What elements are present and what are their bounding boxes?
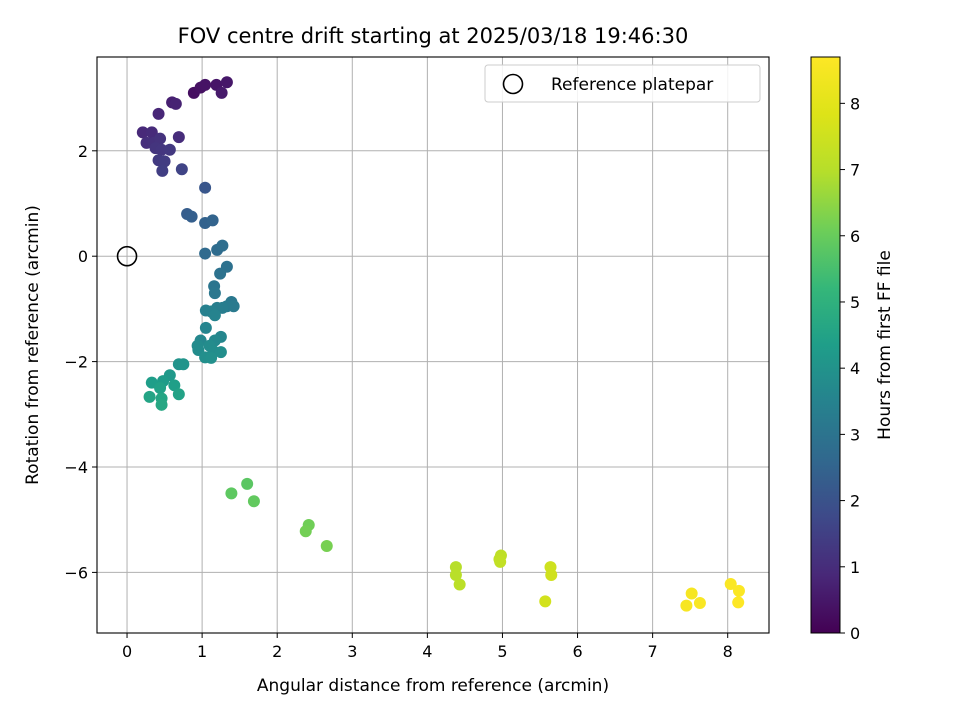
data-point <box>199 181 212 194</box>
data-point <box>299 525 312 538</box>
x-axis-title: Angular distance from reference (arcmin) <box>257 676 609 696</box>
data-point <box>545 569 558 582</box>
legend: Reference platepar <box>484 64 761 103</box>
data-point <box>208 309 221 322</box>
x-tick-label: 7 <box>648 642 658 661</box>
colorbar-ticks: 0 1 2 3 4 5 6 7 8 <box>840 94 860 643</box>
data-point <box>320 540 333 553</box>
x-tick-label: 2 <box>272 642 282 661</box>
colorbar-tick-label: 6 <box>850 227 860 246</box>
axis-ticks: 0 1 2 3 4 5 6 7 8 −6 −4 −2 0 2 <box>64 142 732 661</box>
data-point <box>163 143 176 156</box>
data-point <box>155 143 168 156</box>
data-point <box>214 346 227 359</box>
legend-entry-reference: Reference platepar <box>551 75 713 95</box>
data-point <box>154 132 167 145</box>
legend-box <box>484 64 761 103</box>
y-axis-title: Rotation from reference (arcmin) <box>23 205 43 485</box>
data-point <box>494 555 507 568</box>
reference-platepar-marker <box>116 245 138 267</box>
data-point <box>156 164 169 177</box>
data-point <box>177 358 190 371</box>
data-point <box>154 381 167 394</box>
data-point <box>247 495 260 508</box>
data-point <box>206 214 219 227</box>
data-point <box>216 239 229 252</box>
data-point <box>732 596 745 609</box>
data-point <box>732 584 745 597</box>
x-tick-label: 4 <box>422 642 432 661</box>
data-point <box>158 155 171 168</box>
data-point <box>215 86 228 99</box>
x-tick-label: 0 <box>122 642 132 661</box>
data-point <box>143 390 156 403</box>
data-point <box>199 247 212 260</box>
data-point <box>453 578 466 591</box>
plot-frame <box>96 56 770 634</box>
data-point <box>724 577 737 590</box>
colorbar-tick-label: 5 <box>850 293 860 312</box>
y-tick-label: 2 <box>78 142 88 161</box>
colorbar-tick-label: 0 <box>850 624 860 643</box>
data-point <box>685 587 698 600</box>
data-point <box>168 379 181 392</box>
data-point <box>205 351 218 364</box>
data-point <box>155 398 168 411</box>
data-point <box>185 210 198 223</box>
colorbar-tick-label: 3 <box>850 425 860 444</box>
data-point <box>172 388 185 401</box>
data-points <box>136 76 745 612</box>
data-point <box>175 163 188 176</box>
colorbar-tick-label: 7 <box>850 161 860 180</box>
x-tick-label: 6 <box>572 642 582 661</box>
data-point <box>199 78 212 91</box>
y-tick-label: 0 <box>78 247 88 266</box>
data-point <box>169 97 182 110</box>
data-point <box>172 131 185 144</box>
x-tick-label: 3 <box>347 642 357 661</box>
data-point <box>225 487 238 500</box>
x-tick-label: 1 <box>197 642 207 661</box>
data-point <box>449 569 462 582</box>
y-tick-label: −2 <box>64 353 88 372</box>
data-point <box>680 599 693 612</box>
data-point <box>152 107 165 120</box>
colorbar-label: Hours from first FF file <box>875 250 895 440</box>
y-tick-label: −6 <box>64 563 88 582</box>
data-point <box>208 287 221 300</box>
data-point <box>145 126 158 139</box>
colorbar-tick-label: 1 <box>850 558 860 577</box>
data-point <box>539 595 552 608</box>
colorbar-gradient <box>810 56 841 634</box>
colorbar-tick-label: 8 <box>850 94 860 113</box>
chart-title: FOV centre drift starting at 2025/03/18 … <box>178 24 689 48</box>
data-point <box>220 76 233 89</box>
data-point <box>136 126 149 139</box>
colorbar: 0 1 2 3 4 5 6 7 8 Hours from first FF file <box>810 56 895 643</box>
y-tick-label: −4 <box>64 458 88 477</box>
legend-marker <box>502 73 524 95</box>
data-point <box>199 321 212 334</box>
x-tick-label: 5 <box>497 642 507 661</box>
data-point <box>214 267 227 280</box>
colorbar-tick-label: 2 <box>850 492 860 511</box>
data-point <box>693 596 706 609</box>
x-tick-label: 8 <box>723 642 733 661</box>
plot-area: 0 1 2 3 4 5 6 7 8 −6 −4 −2 0 2 <box>64 56 770 661</box>
data-point <box>241 477 254 490</box>
colorbar-tick-label: 4 <box>850 359 860 378</box>
